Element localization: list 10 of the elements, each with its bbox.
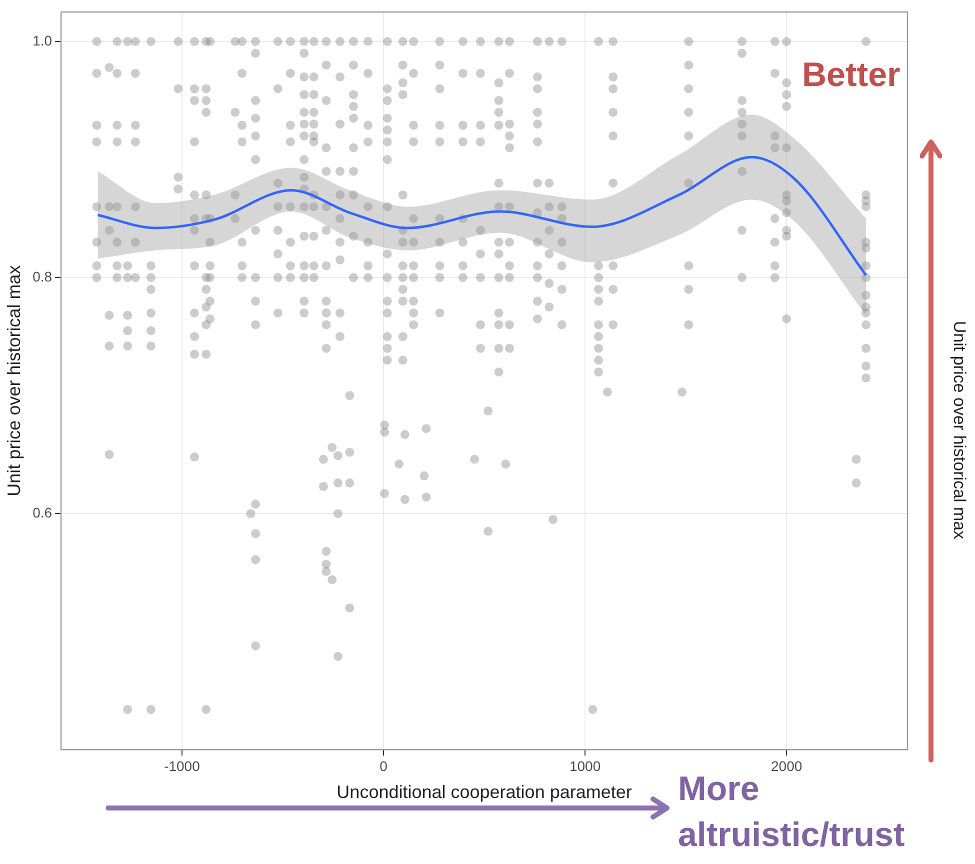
x-tick-label: 1000 <box>569 758 601 774</box>
y-tick-label: 0.6 <box>32 504 52 520</box>
y-tick-label: 0.8 <box>32 268 52 284</box>
text: Unit price over historical max <box>949 320 969 540</box>
x-tick-label: -1000 <box>164 758 200 774</box>
annotation: Better <box>802 56 900 95</box>
x-tick-label: 0 <box>380 758 388 774</box>
x-axis-title: Unconditional cooperation parameter <box>336 782 632 802</box>
y-axis-title: Unit price over historical max <box>4 265 24 496</box>
y-tick-label: 1.0 <box>32 32 52 48</box>
